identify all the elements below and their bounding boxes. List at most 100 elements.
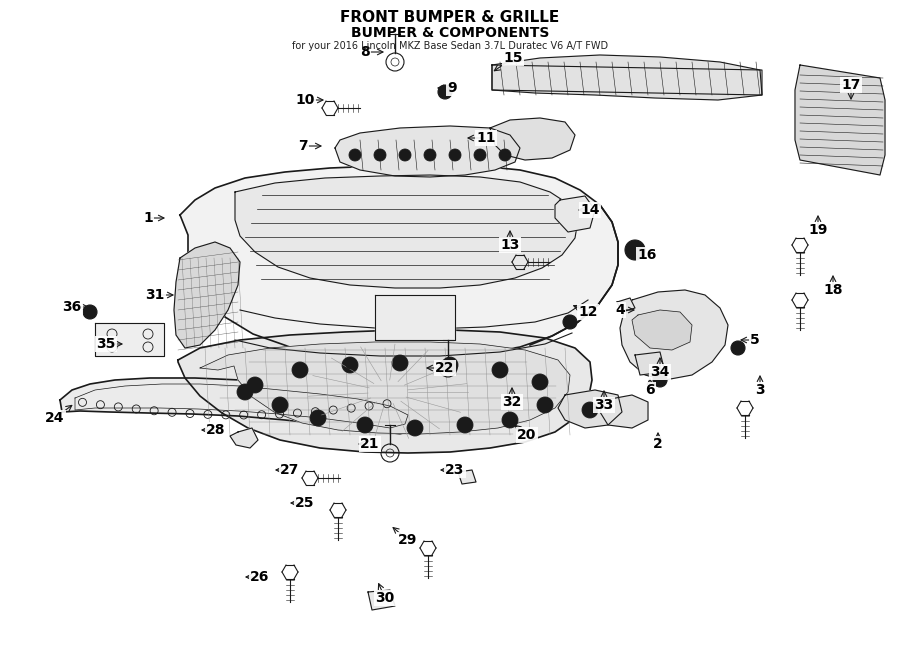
Circle shape <box>735 345 741 351</box>
Polygon shape <box>617 298 635 312</box>
Circle shape <box>532 374 548 390</box>
Polygon shape <box>180 165 618 358</box>
Circle shape <box>657 377 663 383</box>
Polygon shape <box>600 395 648 428</box>
Polygon shape <box>230 428 258 448</box>
Text: 29: 29 <box>399 533 418 547</box>
Circle shape <box>499 149 511 161</box>
Circle shape <box>424 149 436 161</box>
Text: 14: 14 <box>580 203 599 217</box>
Circle shape <box>563 315 577 329</box>
Circle shape <box>83 305 97 319</box>
Circle shape <box>241 388 249 396</box>
Circle shape <box>247 377 263 393</box>
Polygon shape <box>235 175 578 288</box>
Circle shape <box>438 85 452 99</box>
Circle shape <box>411 424 419 432</box>
Circle shape <box>442 357 458 373</box>
Circle shape <box>251 381 259 389</box>
Text: BUMPER & COMPONENTS: BUMPER & COMPONENTS <box>351 26 549 40</box>
Text: 15: 15 <box>503 51 523 65</box>
Text: 9: 9 <box>447 81 457 95</box>
Circle shape <box>276 401 284 409</box>
Text: 1: 1 <box>143 211 153 225</box>
Text: 23: 23 <box>446 463 464 477</box>
Circle shape <box>537 397 553 413</box>
Text: 16: 16 <box>637 248 657 262</box>
Text: 10: 10 <box>295 93 315 107</box>
Text: 6: 6 <box>645 383 655 397</box>
Circle shape <box>357 417 373 433</box>
Circle shape <box>292 362 308 378</box>
Circle shape <box>396 359 404 367</box>
Text: 18: 18 <box>824 283 842 297</box>
Circle shape <box>407 420 423 436</box>
Circle shape <box>625 240 645 260</box>
Polygon shape <box>632 310 692 350</box>
Text: 36: 36 <box>62 300 82 314</box>
Circle shape <box>474 149 486 161</box>
Polygon shape <box>200 342 570 434</box>
Circle shape <box>461 421 469 429</box>
Text: 11: 11 <box>476 131 496 145</box>
Text: 21: 21 <box>360 437 380 451</box>
Polygon shape <box>795 65 885 175</box>
Circle shape <box>446 361 454 369</box>
Circle shape <box>496 366 504 374</box>
Text: 27: 27 <box>280 463 300 477</box>
Polygon shape <box>178 330 592 453</box>
Circle shape <box>502 412 518 428</box>
Circle shape <box>653 373 667 387</box>
Text: 25: 25 <box>295 496 315 510</box>
Text: 4: 4 <box>615 303 625 317</box>
Circle shape <box>399 149 411 161</box>
Text: 5: 5 <box>750 333 760 347</box>
Text: 33: 33 <box>594 398 614 412</box>
Polygon shape <box>335 126 520 177</box>
Text: for your 2016 Lincoln MKZ Base Sedan 3.7L Duratec V6 A/T FWD: for your 2016 Lincoln MKZ Base Sedan 3.7… <box>292 41 608 51</box>
Text: 28: 28 <box>206 423 226 437</box>
Circle shape <box>346 361 354 369</box>
Circle shape <box>582 402 598 418</box>
Text: 24: 24 <box>45 411 65 425</box>
Text: 32: 32 <box>502 395 522 409</box>
Text: 13: 13 <box>500 238 519 252</box>
Circle shape <box>492 362 508 378</box>
Text: 3: 3 <box>755 383 765 397</box>
Text: 34: 34 <box>651 365 670 379</box>
Circle shape <box>374 149 386 161</box>
Polygon shape <box>555 196 595 232</box>
Circle shape <box>457 417 473 433</box>
Circle shape <box>392 355 408 371</box>
Text: 22: 22 <box>436 361 454 375</box>
Text: 2: 2 <box>653 437 663 451</box>
Polygon shape <box>368 590 395 610</box>
Text: 7: 7 <box>298 139 308 153</box>
Circle shape <box>361 421 369 429</box>
Circle shape <box>349 149 361 161</box>
Polygon shape <box>490 118 575 160</box>
Polygon shape <box>375 295 455 340</box>
Text: 35: 35 <box>96 337 116 351</box>
Circle shape <box>506 416 514 424</box>
Circle shape <box>449 149 461 161</box>
Circle shape <box>272 397 288 413</box>
Circle shape <box>296 366 304 374</box>
Polygon shape <box>60 378 428 434</box>
Text: 17: 17 <box>842 78 860 92</box>
Circle shape <box>541 401 549 409</box>
Circle shape <box>567 319 573 325</box>
Circle shape <box>310 410 326 426</box>
Polygon shape <box>635 352 665 375</box>
Text: 19: 19 <box>808 223 828 237</box>
Polygon shape <box>558 390 622 428</box>
Circle shape <box>536 378 544 386</box>
Circle shape <box>87 309 93 315</box>
Text: 8: 8 <box>360 45 370 59</box>
Text: 20: 20 <box>518 428 536 442</box>
Polygon shape <box>620 290 728 380</box>
Circle shape <box>731 341 745 355</box>
Polygon shape <box>174 242 240 348</box>
Circle shape <box>237 384 253 400</box>
Text: 31: 31 <box>145 288 165 302</box>
